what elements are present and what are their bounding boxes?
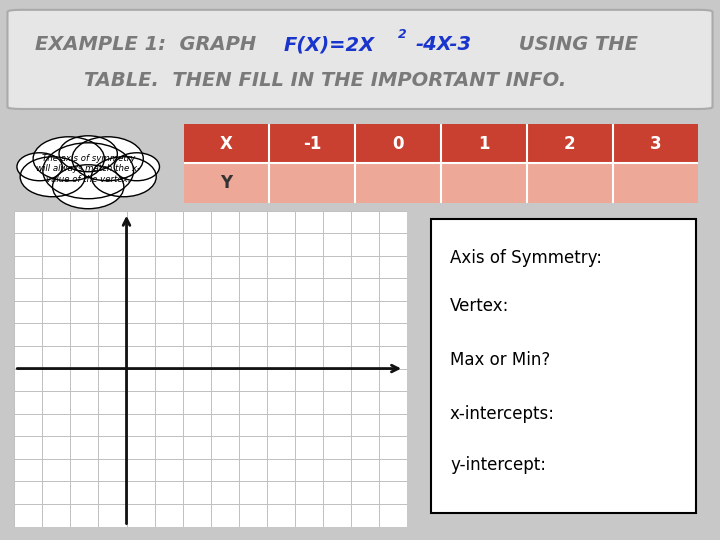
Circle shape xyxy=(33,137,104,181)
Text: USING THE: USING THE xyxy=(512,35,638,54)
Text: Axis of Symmetry:: Axis of Symmetry: xyxy=(450,249,602,267)
Bar xyxy=(441,124,527,163)
Bar xyxy=(527,163,613,202)
Bar xyxy=(184,124,269,163)
Bar xyxy=(613,163,698,202)
Circle shape xyxy=(59,136,117,172)
Text: Max or Min?: Max or Min? xyxy=(450,351,550,369)
Text: y-intercept:: y-intercept: xyxy=(450,456,546,474)
Text: Y: Y xyxy=(220,174,233,192)
Bar xyxy=(269,163,355,202)
FancyBboxPatch shape xyxy=(7,10,713,109)
Bar xyxy=(269,124,355,163)
Bar xyxy=(184,163,269,202)
Text: 3: 3 xyxy=(649,135,661,153)
Text: x-intercepts:: x-intercepts: xyxy=(450,405,555,423)
Circle shape xyxy=(20,157,85,197)
Text: X: X xyxy=(220,135,233,153)
Bar xyxy=(355,124,441,163)
Circle shape xyxy=(43,143,134,199)
Text: 0: 0 xyxy=(392,135,404,153)
Circle shape xyxy=(72,137,143,181)
Bar xyxy=(527,124,613,163)
Text: Vertex:: Vertex: xyxy=(450,297,509,315)
Text: F(X)=2X: F(X)=2X xyxy=(284,35,375,54)
Text: 2: 2 xyxy=(564,135,575,153)
Circle shape xyxy=(53,165,124,208)
Bar xyxy=(441,163,527,202)
Bar xyxy=(613,124,698,163)
Text: 1: 1 xyxy=(478,135,490,153)
Text: The axis of symmetry
will always match the x-
value of the vertex.: The axis of symmetry will always match t… xyxy=(36,154,140,184)
Text: TABLE.  THEN FILL IN THE IMPORTANT INFO.: TABLE. THEN FILL IN THE IMPORTANT INFO. xyxy=(84,71,566,90)
Circle shape xyxy=(17,153,63,181)
Text: EXAMPLE 1:  GRAPH: EXAMPLE 1: GRAPH xyxy=(35,35,263,54)
Text: 2: 2 xyxy=(398,28,407,41)
Circle shape xyxy=(114,153,160,181)
Text: -4X-3: -4X-3 xyxy=(415,35,472,54)
Circle shape xyxy=(91,157,156,197)
Bar xyxy=(355,163,441,202)
Text: -1: -1 xyxy=(303,135,322,153)
